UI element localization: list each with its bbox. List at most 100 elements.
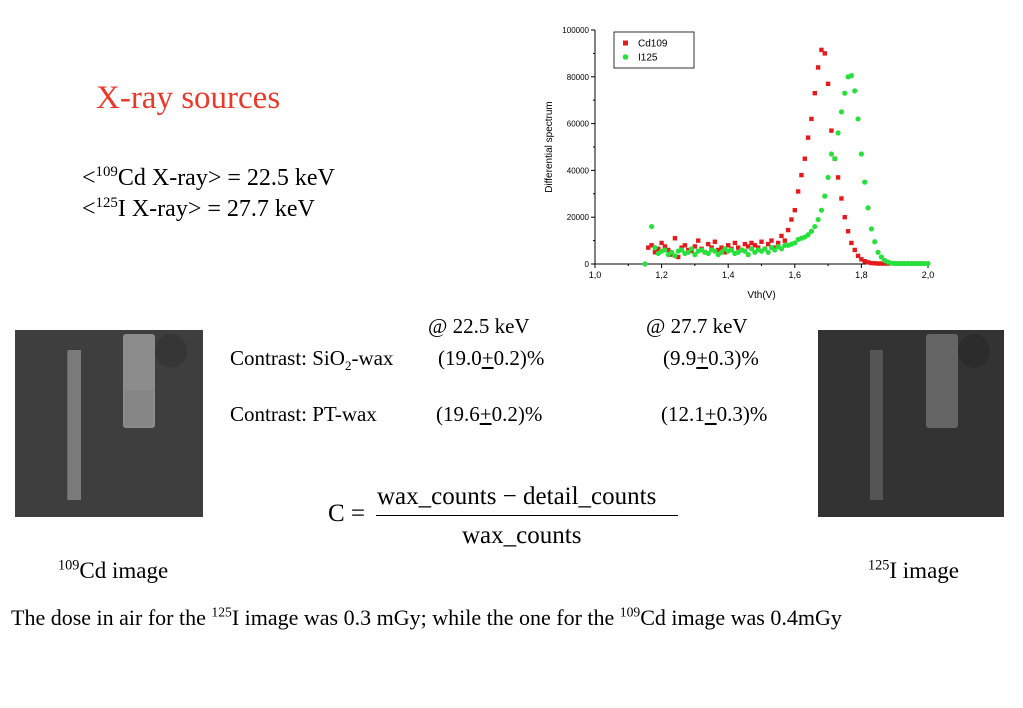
data-point-i125 <box>835 130 841 136</box>
i-xray-image <box>818 330 1004 517</box>
data-point-cd109 <box>712 239 718 244</box>
data-point-cd109 <box>809 116 814 122</box>
data-point-i125 <box>808 228 815 234</box>
y-tick-label: 20000 <box>567 213 590 222</box>
data-point-cd109 <box>666 247 671 253</box>
data-point-cd109 <box>782 238 788 243</box>
data-point-i125 <box>668 249 675 255</box>
data-point-i125 <box>855 116 861 122</box>
data-point-i125 <box>842 90 848 96</box>
y-tick-label: 80000 <box>567 73 590 82</box>
y-tick-label: 40000 <box>567 166 590 175</box>
legend-marker-cd109 <box>623 40 628 46</box>
data-point-i125 <box>718 249 725 255</box>
data-point-cd109 <box>759 239 764 244</box>
data-point-cd109 <box>822 51 827 56</box>
data-point-i125 <box>878 254 884 260</box>
row-sio2-label: Contrast: SiO2-wax <box>230 346 394 374</box>
legend-box <box>613 31 695 69</box>
legend-marker-i125 <box>622 54 629 60</box>
data-point-cd109 <box>716 247 721 253</box>
cd-mass-number: 109 <box>95 164 118 180</box>
data-point-cd109 <box>735 245 741 250</box>
data-point-cd109 <box>805 135 811 140</box>
data-point-i125 <box>815 216 821 223</box>
spectrum-chart-svg: 1,0 1,2 1,4 1,6 1,8 2,0 0 20000 40000 60000 80000 1… <box>544 26 934 301</box>
data-point-cd109 <box>779 233 784 239</box>
data-point-cd109 <box>719 245 724 250</box>
cd-image-label: 109Cd image <box>58 557 169 583</box>
data-point-cd109 <box>869 260 874 266</box>
data-point-cd109 <box>732 240 738 246</box>
data-point-i125 <box>685 249 691 255</box>
i-mass-number: 125 <box>95 195 118 211</box>
data-point-i125 <box>792 240 798 246</box>
data-point-i125 <box>865 205 871 211</box>
data-point-cd109 <box>659 240 664 246</box>
data-point-i125 <box>872 239 878 245</box>
data-point-cd109 <box>749 240 754 246</box>
slide-title: X-ray sources <box>96 80 281 116</box>
data-point-i125 <box>742 248 748 254</box>
data-point-cd109 <box>812 90 817 96</box>
data-point-cd109 <box>785 227 791 233</box>
data-point-cd109 <box>646 245 651 250</box>
data-point-cd109 <box>865 260 871 265</box>
cd-xray-image <box>15 330 203 517</box>
data-point-cd109 <box>835 175 841 180</box>
data-point-cd109 <box>752 243 758 248</box>
data-point-cd109 <box>769 238 774 243</box>
formula-numerator: wax_counts − detail_counts <box>377 483 657 510</box>
row-sio2-value-27: (9.9+0.3)% <box>663 346 759 370</box>
data-point-i125 <box>688 246 695 252</box>
row-sio2-value-22: (19.0+0.2)% <box>438 346 545 370</box>
dose-statement: The dose in air for the 125I image was 0… <box>11 604 842 630</box>
data-point-i125 <box>728 247 735 253</box>
data-point-cd109 <box>875 261 881 266</box>
data-point-cd109 <box>765 241 771 247</box>
data-point-i125 <box>828 151 835 157</box>
data-point-cd109 <box>692 244 698 249</box>
data-point-cd109 <box>722 250 728 255</box>
row-pt-value-22: (19.6+0.2)% <box>436 402 543 426</box>
header-22-5: @ 22.5 keV <box>428 314 530 338</box>
i-image-label: 125I image <box>868 557 959 583</box>
data-point-i125 <box>832 156 838 162</box>
data-point-i125 <box>642 261 648 267</box>
formula-fraction-line <box>376 515 678 516</box>
data-point-cd109 <box>825 81 831 87</box>
x-tick-label: 1,8 <box>855 270 868 280</box>
x-tick-label: 1,4 <box>722 270 735 280</box>
data-point-cd109 <box>852 247 857 253</box>
data-point-i125 <box>712 248 718 254</box>
data-point-i125 <box>862 179 868 185</box>
spectrum-chart: 1,0 1,2 1,4 1,6 1,8 2,0 0 20000 40000 60000 80000 1… <box>540 20 940 310</box>
data-point-i125 <box>818 207 825 213</box>
data-point-cd109 <box>792 207 797 213</box>
data-point-i125 <box>649 223 655 230</box>
data-point-i125 <box>778 246 785 252</box>
data-point-cd109 <box>649 243 654 248</box>
data-point-i125 <box>652 245 658 251</box>
data-point-cd109 <box>676 254 681 260</box>
data-point-cd109 <box>855 253 861 259</box>
row-pt-value-27: (12.1+0.3)% <box>661 402 768 426</box>
data-point-i125 <box>812 223 818 230</box>
data-point-i125 <box>662 247 668 253</box>
x-axis-label: Vth(V) <box>747 290 775 301</box>
data-point-cd109 <box>745 244 751 249</box>
data-point-i125 <box>762 246 768 252</box>
data-point-cd109 <box>672 236 678 241</box>
y-tick-label: 100000 <box>562 26 589 35</box>
energy-line-i: <125I X-ray> = 27.7 keV <box>82 195 315 222</box>
data-point-cd109 <box>795 189 801 194</box>
data-point-cd109 <box>845 229 851 234</box>
data-point-cd109 <box>815 65 821 70</box>
data-point-cd109 <box>859 257 864 262</box>
data-point-cd109 <box>842 215 847 220</box>
data-point-i125 <box>678 247 685 253</box>
data-point-cd109 <box>839 196 844 201</box>
data-point-i125 <box>805 232 811 238</box>
data-point-cd109 <box>799 172 804 178</box>
y-tick-label: 60000 <box>567 120 590 129</box>
